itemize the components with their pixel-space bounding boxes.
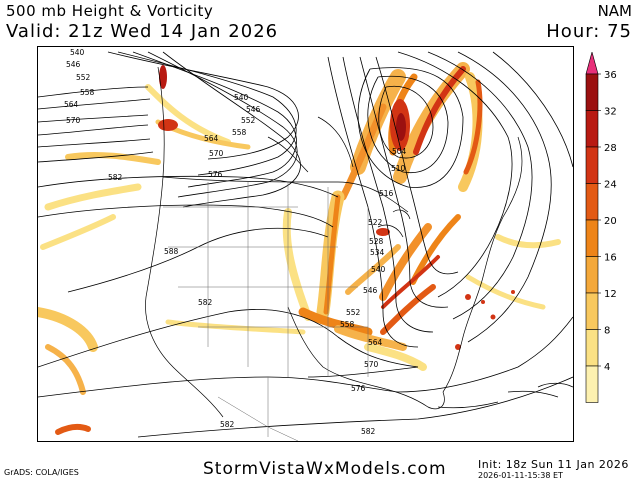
colorbar-tick-label: 12: [604, 289, 617, 300]
valid-time: Valid: 21z Wed 14 Jan 2026: [6, 21, 279, 42]
contour-label: 570: [364, 360, 379, 369]
contour-label: 510: [391, 164, 406, 173]
map-title: 500 mb Height & Vorticity: [6, 2, 214, 20]
contour-label: 540: [234, 93, 249, 102]
contour-label: 546: [246, 105, 261, 114]
contour-label: 522: [368, 218, 383, 227]
contour-label: 582: [198, 298, 213, 307]
contour-label: 558: [340, 320, 355, 329]
map-canvas: 540 546 552 558 564 570 540 546 552 558 …: [38, 48, 573, 441]
contour-label: 576: [208, 170, 223, 179]
colorbar-box: [585, 292, 599, 330]
colorbar-tick-label: 36: [604, 70, 617, 81]
contour-label: 540: [371, 265, 386, 274]
contour-label: 552: [76, 73, 91, 82]
contour-label: 570: [66, 116, 81, 125]
init-time: Init: 18z Sun 11 Jan 2026: [478, 458, 629, 471]
contour-label: 576: [351, 384, 366, 393]
contour-labels: 540 546 552 558 564 570 540 546 552 558 …: [64, 48, 407, 436]
colorbar-box: [585, 73, 599, 111]
contour-label: 540: [70, 48, 85, 57]
contour-label: 546: [66, 60, 81, 69]
colorbar-tick-label: 32: [604, 107, 617, 118]
contour-label: 582: [361, 427, 376, 436]
contour-label: 582: [220, 420, 235, 429]
contour-label: 552: [241, 116, 256, 125]
colorbar-tick-label: 24: [604, 180, 617, 191]
contour-label: 558: [80, 88, 95, 97]
state-borders: [163, 182, 369, 441]
map-panel: 540 546 552 558 564 570 540 546 552 558 …: [37, 46, 574, 442]
contour-label: 528: [369, 237, 384, 246]
contour-label: 564: [368, 338, 383, 347]
grads-credit: GrADS: COLA/IGES: [4, 468, 79, 477]
colorbar-box: [585, 365, 599, 403]
contour-label: 516: [379, 189, 394, 198]
colorbar-box: [585, 146, 599, 184]
model-name: NAM: [597, 2, 632, 20]
generated-stamp: 2026-01-11-15:38 ET: [478, 471, 563, 480]
contour-label: 564: [64, 100, 79, 109]
contour-label: 504: [392, 147, 407, 156]
colorbar-box: [585, 183, 599, 221]
contour-label: 582: [108, 173, 123, 182]
colorbar: 36 32 28 24 20 16 12 8 4: [585, 52, 617, 403]
colorbar-ticks: 36 32 28 24 20 16 12 8 4: [598, 70, 617, 373]
colorbar-tick-label: 28: [604, 143, 617, 154]
colorbar-box: [585, 219, 599, 257]
colorbar-boxes: [585, 52, 599, 403]
site-watermark: StormVistaWxModels.com: [203, 459, 447, 479]
contour-label: 558: [232, 128, 247, 137]
contour-label: 534: [370, 248, 385, 257]
colorbar-box: [585, 256, 599, 294]
colorbar-tick-label: 20: [604, 216, 617, 227]
forecast-hour: Hour: 75: [546, 21, 632, 42]
colorbar-tick-label: 8: [604, 326, 610, 337]
colorbar-box: [585, 110, 599, 148]
contour-label: 546: [363, 286, 378, 295]
geography-outlines: [145, 66, 573, 418]
height-contours: [38, 51, 573, 438]
colorbar-arrow: [585, 52, 599, 75]
contour-label: 570: [209, 149, 224, 158]
colorbar-tick-label: 16: [604, 253, 617, 264]
colorbar-box: [585, 329, 599, 367]
contour-label: 564: [204, 134, 219, 143]
contour-label: 588: [164, 247, 179, 256]
colorbar-tick-label: 4: [604, 362, 610, 373]
contour-label: 552: [346, 308, 361, 317]
